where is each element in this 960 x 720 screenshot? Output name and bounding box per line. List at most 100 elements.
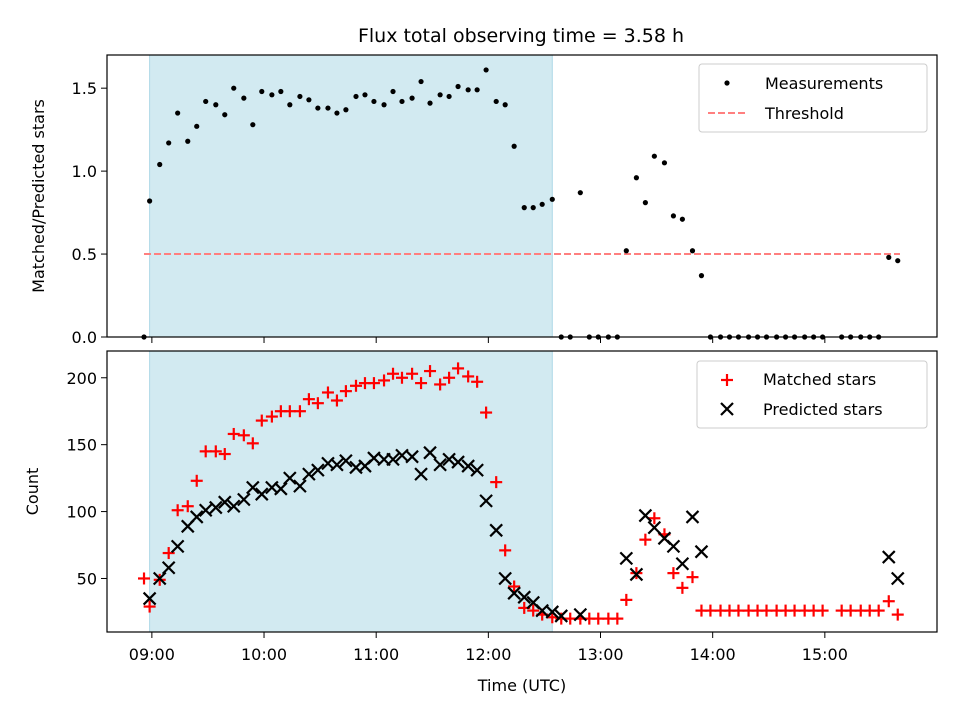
measurement-point [437,92,443,98]
measurement-point [381,102,387,108]
measurement-point [409,95,415,101]
predicted-star-point [685,510,700,524]
measurement-point [895,258,901,264]
matched-star-point [564,612,577,625]
measurement-point [287,102,293,108]
measurement-points [141,67,901,340]
matched-star-point [471,375,484,388]
predicted-star-point [881,550,896,564]
measurement-point [175,110,181,116]
predicted-star-point [666,539,681,554]
bottom-x-axis-label: Time (UTC) [477,676,566,695]
predicted-star-stroke-b [489,523,503,538]
measurement-point [185,138,191,144]
legend-matched-marker [721,374,733,386]
measurement-point [399,98,405,105]
predicted-star-point [489,523,503,538]
predicted-star-stroke-b [470,463,484,477]
measurement-point [465,87,471,93]
measurement-point [474,87,480,93]
matched-star-point [302,393,315,406]
matched-star-point [620,593,633,606]
measurement-point [278,88,284,95]
predicted-star-stroke-b [293,479,307,493]
top-y-axis-label: Matched/Predicted stars [29,99,48,293]
bottom-x-tick-label: 13:00 [577,645,623,664]
matched-star-point [452,362,465,375]
measurement-point [250,122,256,128]
measurement-point [679,216,685,222]
matched-star-point [611,612,624,625]
predicted-star-point [414,467,428,481]
predicted-star-point [142,591,157,606]
bottom-x-tick-label: 14:00 [690,645,736,664]
predicted-star-stroke-b [573,607,588,622]
bottom-x-tick-label: 10:00 [241,645,287,664]
matched-star-point [293,405,306,418]
measurement-point [511,143,517,149]
predicted-star-point [423,445,437,460]
predicted-star-stroke-b [311,463,325,477]
predicted-star-stroke-b [255,487,269,501]
predicted-star-point [470,463,484,477]
legend-predicted-marker [720,402,734,416]
measurement-point [651,153,657,159]
predicted-star-stroke-b [283,471,297,485]
predicted-star-point [209,500,223,515]
measurement-point [642,200,648,206]
measurement-point [446,93,452,100]
predicted-star-stroke-b [517,590,532,604]
matched-star-point [330,394,343,407]
matched-star-point [218,448,231,461]
predicted-star-stroke-b [414,467,428,481]
bottom-legend: Matched stars Predicted stars [696,360,928,429]
predicted-star-stroke-b [461,459,475,473]
matched-star-point [704,604,717,617]
predicted-star-point [694,544,709,559]
measurement-point [455,83,461,90]
predicted-star-stroke-b [526,595,540,610]
matched-star-point [676,581,689,594]
matched-star-point [255,414,268,427]
matched-star-point [639,533,652,546]
predicted-star-stroke-b [675,556,690,571]
matched-star-point [181,500,194,513]
bottom-legend-box [696,360,928,429]
matched-star-point [387,367,400,380]
predicted-star-point [274,482,288,496]
top-legend: Measurements Threshold [698,63,928,133]
predicted-star-stroke-b [666,539,681,554]
matched-star-point [667,567,680,580]
matched-star-point [816,604,829,617]
predicted-star-stroke-b [647,520,662,535]
predicted-star-point [405,449,419,464]
bottom-x-ticks: 09:00 10:00 11:00 12:00 13:00 14:00 15:00 [129,632,848,664]
predicted-star-stroke-b [629,567,644,582]
predicted-star-stroke-b [442,452,456,467]
measurement-point [633,175,640,181]
matched-star-point [508,580,521,593]
predicted-star-point [517,590,532,604]
bottom-observing-span [149,350,553,633]
top-legend-box [698,63,928,133]
bottom-x-tick-label: 09:00 [129,645,175,664]
predicted-star-stroke-b [302,467,316,481]
matched-star-point [339,385,352,398]
measurement-point [539,201,545,207]
matched-star-point [321,386,334,399]
predicted-star-point [311,463,325,477]
matched-star-point [480,406,493,419]
predicted-star-point [189,510,204,524]
bottom-x-tick-label: 11:00 [353,645,399,664]
measurement-point [269,92,275,98]
matched-star-point [844,604,857,617]
top-axes-frame [106,54,938,338]
predicted-star-stroke-b [226,499,241,513]
measurement-point [493,98,499,105]
matched-star-point [209,445,222,458]
matched-star-point [199,445,212,458]
predicted-star-point [255,487,269,501]
predicted-star-stroke-b [685,510,700,524]
predicted-star-stroke-b [554,609,569,623]
predicted-star-stroke-b [330,457,344,472]
